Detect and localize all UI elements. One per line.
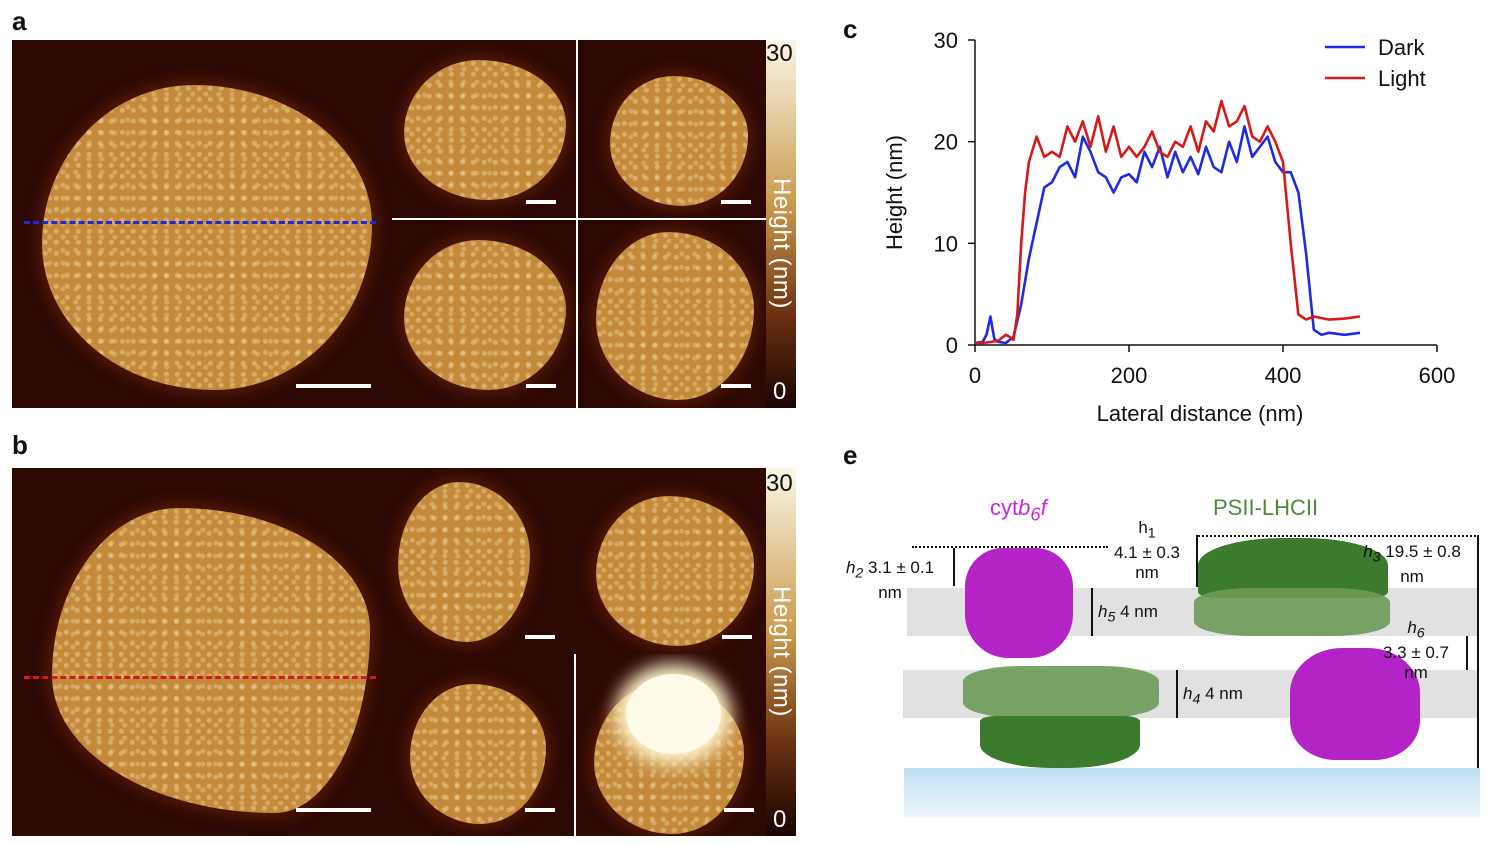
- x-tick-label: 400: [1265, 363, 1302, 388]
- scale-bar: [526, 200, 556, 204]
- scale-bar: [525, 808, 555, 812]
- afm-image-b-3: [386, 654, 574, 836]
- grana-disc: [410, 684, 546, 824]
- colorbar-b: [766, 468, 796, 836]
- chart-svg: 0 200 400 600 0 10 20 30 Lateral distance (nm) He…: [882, 28, 1456, 426]
- profile-line-dark: [24, 221, 376, 224]
- scale-bar: [721, 384, 751, 388]
- grana-disc: [596, 496, 754, 646]
- h5-annotation: h5 4 nm: [1098, 602, 1158, 626]
- h1-annotation: h1 4.1 ± 0.3 nm: [1113, 518, 1181, 583]
- legend-label-dark: Dark: [1378, 35, 1425, 60]
- grana-disc: [404, 240, 566, 390]
- h3-annotation: h3 19.5 ± 0.8 nm: [1363, 542, 1461, 587]
- colorbar-a: [766, 40, 796, 408]
- grana-disc: [404, 60, 566, 200]
- colorbar-a-title: Height (nm): [768, 178, 795, 309]
- x-tick-label: 200: [1111, 363, 1148, 388]
- panel-label-c: c: [843, 14, 858, 44]
- colorbar-a-max: 30: [766, 40, 793, 67]
- psii-lhcii-label: PSII-LHCII: [1213, 495, 1319, 520]
- scale-bar: [526, 384, 556, 388]
- y-tick-label: 30: [934, 28, 958, 53]
- y-tick-label: 0: [946, 333, 958, 358]
- scale-bar: [722, 635, 752, 639]
- panel-label-e: e: [843, 440, 858, 470]
- series-line-light: [975, 99, 1361, 345]
- scale-bar: [525, 635, 555, 639]
- afm-panel-b: [12, 468, 766, 836]
- scale-bar: [296, 384, 371, 388]
- scale-bar: [724, 808, 754, 812]
- afm-image-a-3: [392, 220, 576, 408]
- afm-image-a-2: [578, 40, 766, 218]
- grana-disc: [42, 85, 372, 390]
- colorbar-b-title: Height (nm): [768, 586, 795, 717]
- grana-disc: [610, 76, 748, 206]
- h5-arrow: [1091, 588, 1093, 636]
- h3-arrow: [1477, 535, 1479, 768]
- colorbar-a-min: 0: [773, 378, 787, 405]
- psii-protein-lower-membrane: [963, 666, 1159, 718]
- h2-arrow: [953, 548, 955, 586]
- profile-line-light: [24, 676, 376, 679]
- afm-image-b-large: [12, 468, 386, 836]
- afm-image-b-4: [576, 654, 766, 836]
- height-profile-chart: 0 200 400 600 0 10 20 30 Lateral distance (nm) He…: [860, 20, 1500, 440]
- x-axis-label: Lateral distance (nm): [1097, 401, 1304, 426]
- afm-image-a-1: [392, 40, 576, 218]
- legend-label-light: Light: [1378, 66, 1426, 91]
- grana-disc: [52, 508, 370, 813]
- h4-annotation: h4 4 nm: [1183, 684, 1243, 708]
- afm-image-a-large: [12, 40, 392, 408]
- membrane-schematic: cytb6f PSII-LHCII h2 3.1 ± 0.1 nm h1 4.1 ±…: [846, 480, 1500, 830]
- substrate: [904, 768, 1480, 818]
- x-tick-label: 0: [969, 363, 981, 388]
- h2-annotation: h2 3.1 ± 0.1 nm: [845, 558, 935, 603]
- colorbar-b-max: 30: [766, 470, 793, 497]
- h6-annotation: h6 3.3 ± 0.7 nm: [1382, 618, 1450, 683]
- scale-bar: [721, 200, 751, 204]
- afm-image-a-4: [578, 220, 766, 408]
- x-tick-label: 600: [1419, 363, 1456, 388]
- y-tick-label: 20: [934, 130, 958, 155]
- cytb6f-protein-upper: [965, 548, 1073, 658]
- bright-protrusion: [626, 674, 721, 754]
- afm-panel-a: [12, 40, 766, 408]
- colorbar-b-min: 0: [773, 806, 787, 833]
- panel-label-b: b: [12, 430, 28, 460]
- afm-image-b-2: [574, 468, 766, 654]
- panel-label-a: a: [12, 6, 27, 36]
- scale-bar: [296, 808, 371, 812]
- grana-disc: [596, 232, 754, 400]
- grana-disc: [398, 482, 530, 642]
- y-tick-label: 10: [934, 231, 958, 256]
- h1-arrow: [1196, 535, 1198, 587]
- reference-line-psii: [1198, 535, 1476, 537]
- h4-arrow: [1176, 670, 1178, 718]
- psii-protein-upper-membrane: [1194, 588, 1390, 636]
- series-line-dark: [974, 125, 1361, 345]
- afm-image-b-1: [386, 468, 574, 654]
- psii-protein-lower-stroma: [980, 716, 1140, 768]
- cytb6f-protein-lower: [1290, 648, 1420, 760]
- cytb6f-label: cytb6f: [990, 495, 1047, 525]
- reference-line-cyt: [912, 546, 1108, 548]
- h6-arrow: [1466, 636, 1468, 670]
- y-axis-label: Height (nm): [882, 135, 907, 250]
